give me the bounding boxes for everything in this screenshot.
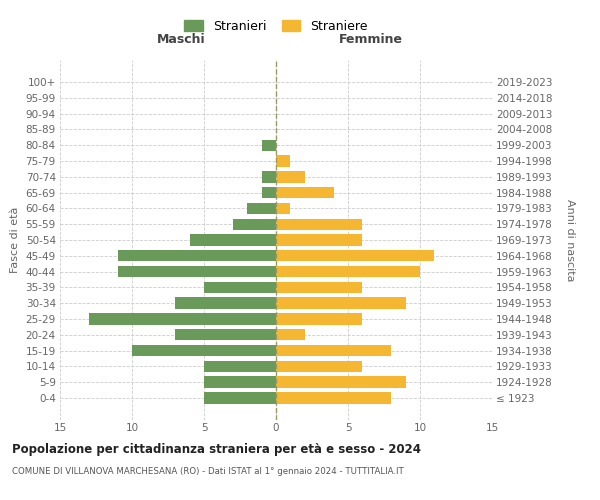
Bar (175, 298, 276, 309)
Bar (276, 360, 362, 372)
Bar (262, 140, 276, 151)
Text: Femmine: Femmine (339, 32, 403, 46)
Bar (262, 187, 276, 198)
Text: Maschi: Maschi (157, 32, 205, 46)
Bar (276, 234, 362, 246)
Bar (262, 171, 276, 182)
Bar (276, 345, 391, 356)
Bar (247, 202, 276, 214)
Bar (276, 376, 406, 388)
Bar (276, 187, 334, 198)
Text: COMUNE DI VILLANOVA MARCHESANA (RO) - Dati ISTAT al 1° gennaio 2024 - TUTTITALIA: COMUNE DI VILLANOVA MARCHESANA (RO) - Da… (12, 468, 404, 476)
Bar (132, 345, 276, 356)
Bar (276, 314, 362, 324)
Bar (204, 282, 276, 293)
Bar (276, 329, 305, 340)
Bar (204, 376, 276, 388)
Bar (204, 360, 276, 372)
Bar (276, 171, 305, 182)
Bar (175, 329, 276, 340)
Y-axis label: Anni di nascita: Anni di nascita (565, 198, 575, 281)
Bar (118, 250, 276, 262)
Bar (276, 282, 362, 293)
Bar (276, 218, 362, 230)
Text: Popolazione per cittadinanza straniera per età e sesso - 2024: Popolazione per cittadinanza straniera p… (12, 442, 421, 456)
Bar (276, 392, 391, 404)
Bar (276, 202, 290, 214)
Y-axis label: Fasce di età: Fasce di età (10, 207, 20, 273)
Bar (204, 392, 276, 404)
Bar (190, 234, 276, 246)
Legend: Stranieri, Straniere: Stranieri, Straniere (181, 16, 371, 37)
Bar (89, 314, 276, 324)
Bar (233, 218, 276, 230)
Bar (276, 266, 420, 278)
Bar (118, 266, 276, 278)
Bar (276, 250, 434, 262)
Bar (276, 156, 290, 166)
Bar (276, 298, 406, 309)
